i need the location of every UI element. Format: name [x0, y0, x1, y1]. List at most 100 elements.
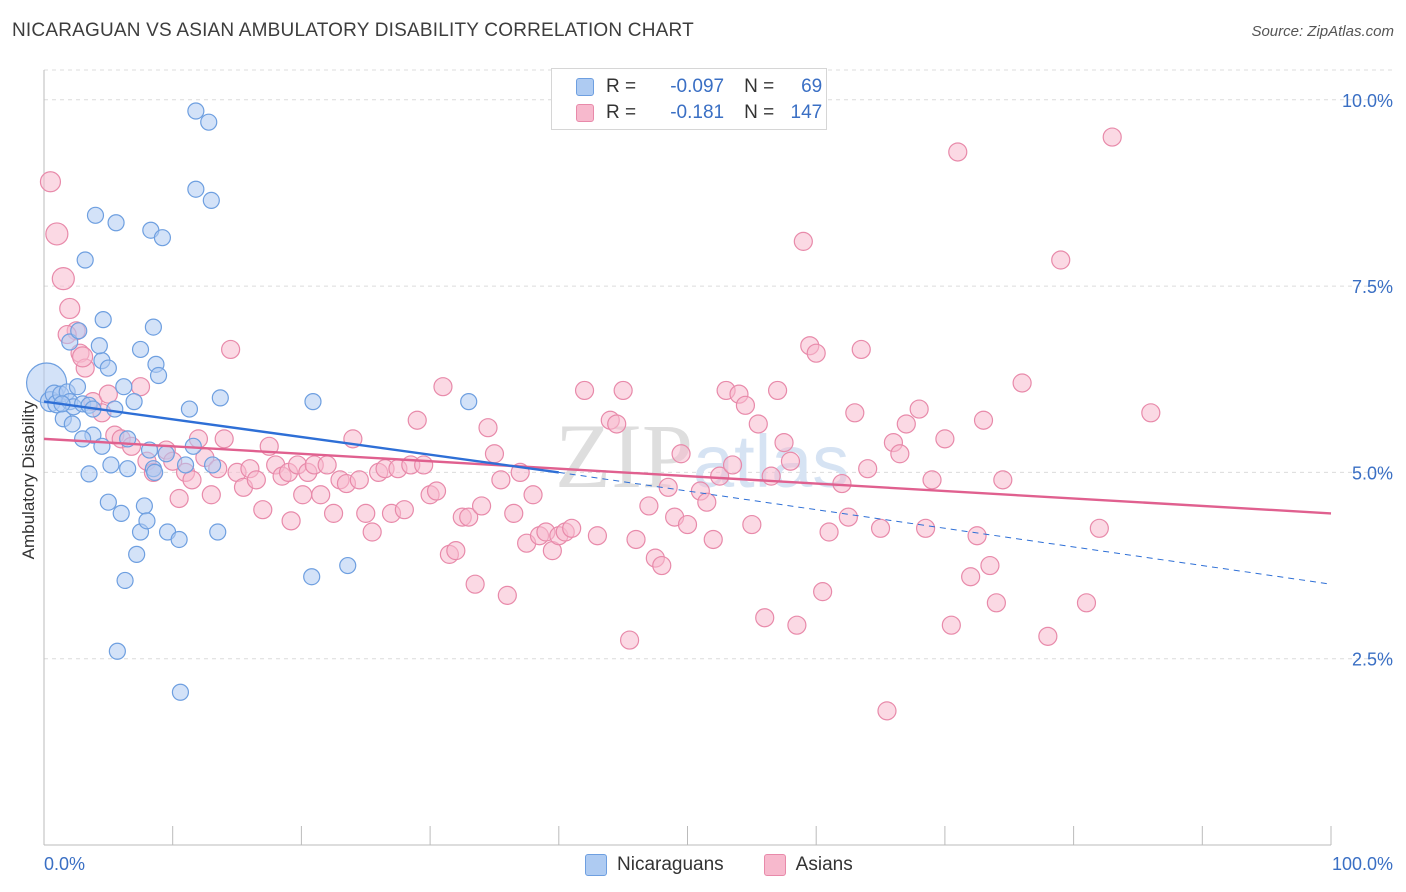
point-nicaraguan	[304, 393, 322, 411]
point-asian	[1051, 250, 1071, 270]
point-asian	[459, 507, 479, 527]
legend-n-value: 69	[801, 76, 823, 97]
point-nicaraguan	[135, 497, 153, 515]
point-nicaraguan	[153, 229, 172, 247]
point-asian	[961, 567, 981, 587]
point-nicaraguan	[119, 460, 137, 478]
point-asian	[935, 429, 955, 449]
point-asian	[639, 496, 659, 516]
point-nicaraguan	[99, 493, 117, 511]
point-asian	[703, 529, 723, 550]
point-asian	[214, 429, 234, 449]
point-asian	[317, 455, 337, 475]
point-asian	[922, 470, 942, 490]
point-nicaraguan	[125, 393, 143, 411]
point-asian	[973, 410, 994, 430]
chart-title: NICARAGUAN VS ASIAN AMBULATORY DISABILIT…	[12, 20, 694, 41]
watermark-atlas: atlas	[693, 420, 849, 503]
point-asian	[787, 615, 807, 635]
point-asian	[478, 418, 498, 438]
point-asian	[446, 541, 466, 561]
point-asian	[1102, 127, 1122, 147]
point-asian	[980, 555, 1000, 576]
legend-n-value: 147	[790, 102, 823, 123]
point-asian	[748, 414, 768, 434]
point-nicaraguan	[170, 530, 188, 549]
point-asian	[471, 496, 492, 516]
point-nicaraguan	[157, 445, 175, 463]
legend-label-nicaraguans: Nicaraguans	[617, 854, 724, 875]
point-nicaraguan	[211, 389, 229, 407]
legend-item-asians[interactable]: Asians	[763, 854, 853, 876]
y-tick-label: 2.5%	[1352, 650, 1393, 670]
point-asian	[221, 339, 241, 360]
legend-n-label: N =	[744, 76, 775, 97]
point-asian	[465, 574, 485, 594]
point-nicaraguan	[180, 400, 199, 418]
legend-swatch-pink	[576, 104, 594, 122]
point-asian	[293, 485, 313, 505]
point-nicaraguan	[187, 102, 205, 120]
trend-line-nicaraguans-extension	[558, 471, 1332, 585]
point-asian	[394, 500, 414, 520]
point-asian	[851, 339, 871, 360]
point-asian	[755, 608, 775, 628]
point-nicaraguan	[106, 400, 124, 418]
point-asian	[652, 555, 672, 576]
point-asian	[362, 522, 382, 542]
legend-n-label: N =	[744, 102, 775, 123]
point-asian	[45, 222, 69, 246]
point-asian	[915, 518, 936, 538]
point-asian	[59, 297, 81, 320]
axes	[43, 70, 1332, 846]
y-axis-label: Ambulatory Disability	[19, 400, 38, 559]
point-asian	[98, 384, 118, 404]
point-asian	[909, 399, 929, 419]
point-asian	[735, 395, 756, 415]
legend-row-nicaraguans: R = -0.097 N = 69	[576, 75, 822, 99]
point-asian	[323, 503, 344, 523]
point-asian	[967, 526, 987, 546]
point-asian	[407, 410, 427, 430]
legend-r-label: R =	[606, 76, 637, 97]
point-nicaraguan	[70, 322, 88, 340]
point-nicaraguan	[203, 456, 222, 474]
point-nicaraguan	[90, 337, 108, 355]
point-asian	[130, 377, 151, 397]
point-asian	[813, 582, 833, 602]
point-nicaraguan	[80, 465, 98, 483]
point-asian	[497, 585, 517, 605]
y-axis-label-wrap: Ambulatory Disability	[18, 380, 38, 580]
point-nicaraguan	[149, 366, 168, 385]
point-nicaraguan	[116, 571, 134, 590]
legend-item-nicaraguans[interactable]: Nicaraguans	[585, 854, 724, 876]
trend-line-nicaraguans	[43, 400, 559, 474]
point-asian	[433, 377, 453, 397]
point-asian	[613, 380, 633, 401]
point-asian	[819, 522, 839, 542]
point-nicaraguan	[460, 393, 478, 411]
legend-row-asians: R = -0.181 N = 147	[576, 101, 822, 125]
point-nicaraguan	[74, 430, 92, 448]
legend-r-label: R =	[606, 102, 637, 123]
point-asian	[671, 444, 691, 464]
point-asian	[182, 470, 202, 490]
point-nicaraguan	[200, 113, 218, 131]
point-nicaraguan	[107, 214, 125, 232]
point-nicaraguan	[102, 456, 120, 474]
point-nicaraguan	[171, 683, 190, 701]
point-asian	[574, 380, 595, 401]
point-nicaraguan	[68, 378, 87, 396]
legend-r-value: -0.097	[670, 76, 725, 97]
trend-line-asians	[43, 437, 1332, 515]
point-nicaraguan	[76, 251, 94, 269]
point-asian	[484, 444, 505, 464]
point-nicaraguan	[176, 456, 195, 474]
legend-swatch-nicaraguans	[585, 854, 607, 876]
point-asian	[523, 485, 543, 505]
point-asian	[491, 470, 511, 490]
point-nicaraguan	[63, 415, 81, 433]
point-asian	[1076, 593, 1097, 613]
legend-swatch-asians	[763, 854, 786, 876]
